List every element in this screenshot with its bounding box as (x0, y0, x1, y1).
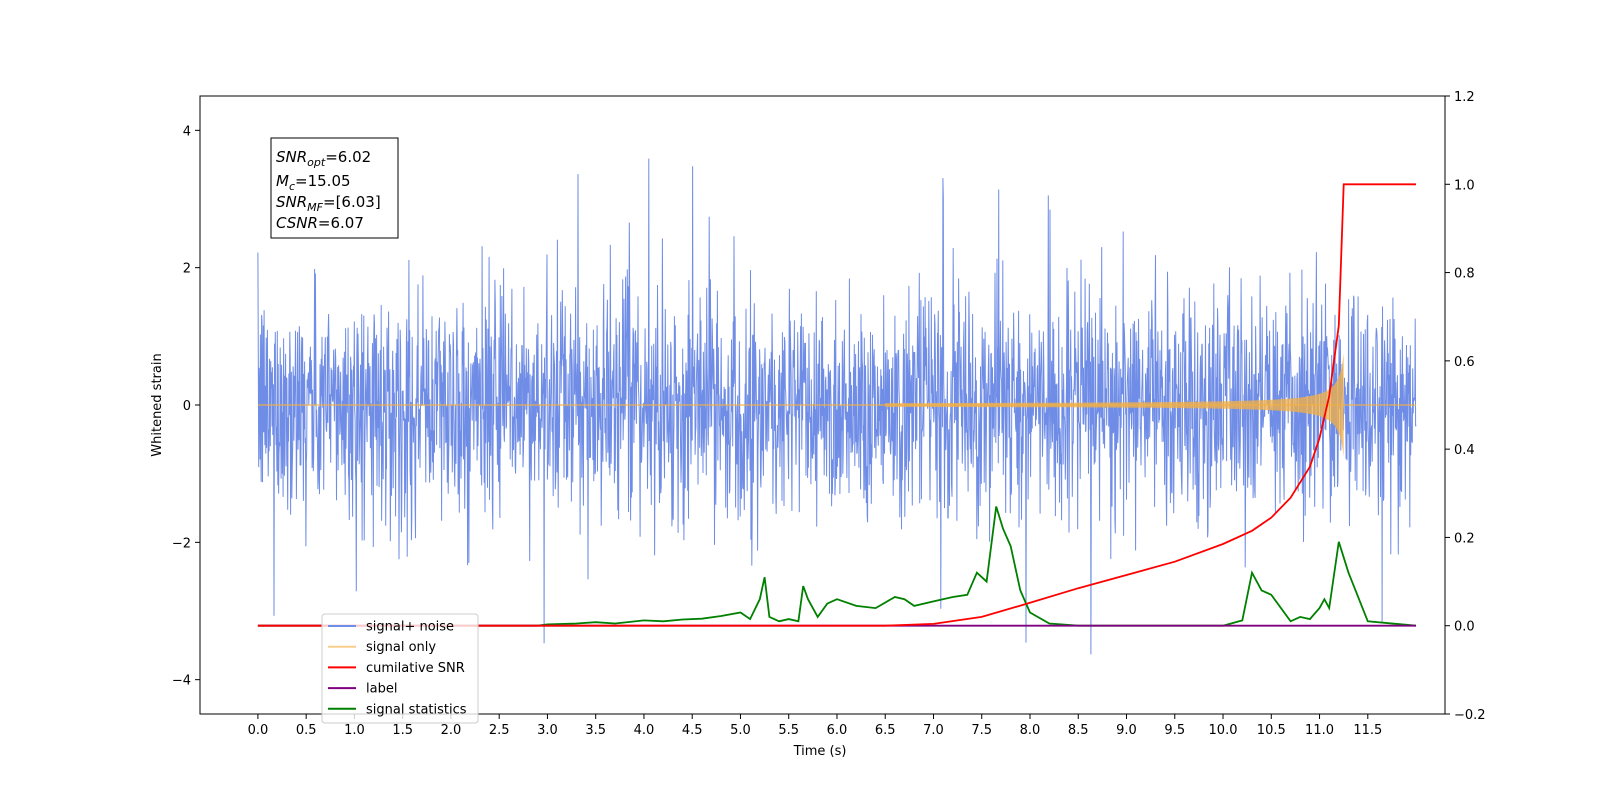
x-tick-label: 10.5 (1257, 723, 1286, 738)
y-left-tick-label: −4 (172, 674, 191, 689)
snr-mf-annotation: SNRMF=[6.03] (276, 193, 381, 214)
x-tick-label: 4.0 (634, 723, 655, 738)
x-tick-label: 3.5 (585, 723, 606, 738)
y-right-tick-label: 0.8 (1454, 267, 1475, 282)
y-left-tick-label: 0 (183, 399, 191, 414)
legend-label: label (366, 682, 397, 697)
y-left-tick-label: −2 (172, 536, 191, 551)
x-tick-label: 9.0 (1116, 723, 1137, 738)
x-tick-label: 1.0 (344, 723, 365, 738)
y-right-tick-label: 0.4 (1454, 443, 1475, 458)
x-tick-label: 6.0 (827, 723, 848, 738)
y-right-tick-label: 0.6 (1454, 355, 1475, 370)
legend-label: signal+ noise (366, 620, 454, 635)
legend-label: signal statistics (366, 702, 467, 717)
x-tick-label: 5.5 (778, 723, 799, 738)
snr-opt-annotation: SNRopt=6.02 (276, 148, 371, 169)
x-tick-label: 0.0 (248, 723, 269, 738)
signal-series (257, 353, 1417, 457)
x-tick-label: 11.0 (1305, 723, 1334, 738)
x-tick-label: 11.5 (1353, 723, 1382, 738)
csnr-annotation: CSNR=6.07 (276, 214, 364, 232)
legend-label: cumilative SNR (366, 661, 465, 676)
legend: signal+ noise signal only cumilative SNR la… (321, 613, 479, 724)
y-left-tick-label: 4 (183, 124, 191, 139)
series-line-signal-statistics (257, 506, 1417, 627)
y-right-tick-label: 0.0 (1454, 620, 1475, 635)
series-line-cumilative-snr (257, 183, 1416, 627)
x-tick-label: 8.5 (1068, 723, 1089, 738)
x-tick-label: 6.5 (875, 723, 896, 738)
x-tick-label: 2.0 (441, 723, 462, 738)
legend-label: signal only (366, 640, 436, 655)
x-tick-label: 3.0 (537, 723, 558, 738)
noise-series (257, 158, 1417, 655)
x-axis-label: Time (s) (793, 744, 847, 759)
y-right-tick-label: 1.2 (1454, 90, 1475, 105)
mc-annotation: Mc=15.05 (276, 172, 351, 193)
x-tick-label: 1.5 (392, 723, 413, 738)
annotation-box: SNRopt=6.02 Mc=15.05 SNRMF=[6.03] CSNR=6… (270, 137, 399, 239)
x-axis: 0.0 0.5 1.0 1.5 2.0 2.5 3.0 3.5 4.0 4.5 5.0 5.5 6.0 6… (248, 714, 1382, 738)
y-axis-label: Whitened strain (150, 353, 165, 456)
x-tick-label: 2.5 (489, 723, 510, 738)
y-axis-left: −4 −2 0 2 4 (172, 124, 200, 689)
x-tick-label: 7.0 (923, 723, 944, 738)
x-tick-label: 4.5 (682, 723, 703, 738)
y-left-tick-label: 2 (183, 262, 191, 277)
y-right-tick-label: −0.2 (1454, 708, 1486, 723)
y-axis-right: −0.2 0.0 0.2 0.4 0.6 0.8 1.0 1.2 (1445, 90, 1486, 723)
x-tick-label: 10.0 (1209, 723, 1238, 738)
x-tick-label: 0.5 (296, 723, 317, 738)
x-tick-label: 5.0 (730, 723, 751, 738)
x-tick-label: 9.5 (1164, 723, 1185, 738)
x-tick-label: 8.0 (1020, 723, 1041, 738)
x-tick-label: 7.5 (971, 723, 992, 738)
y-right-tick-label: 0.2 (1454, 531, 1475, 546)
y-right-tick-label: 1.0 (1454, 178, 1475, 193)
